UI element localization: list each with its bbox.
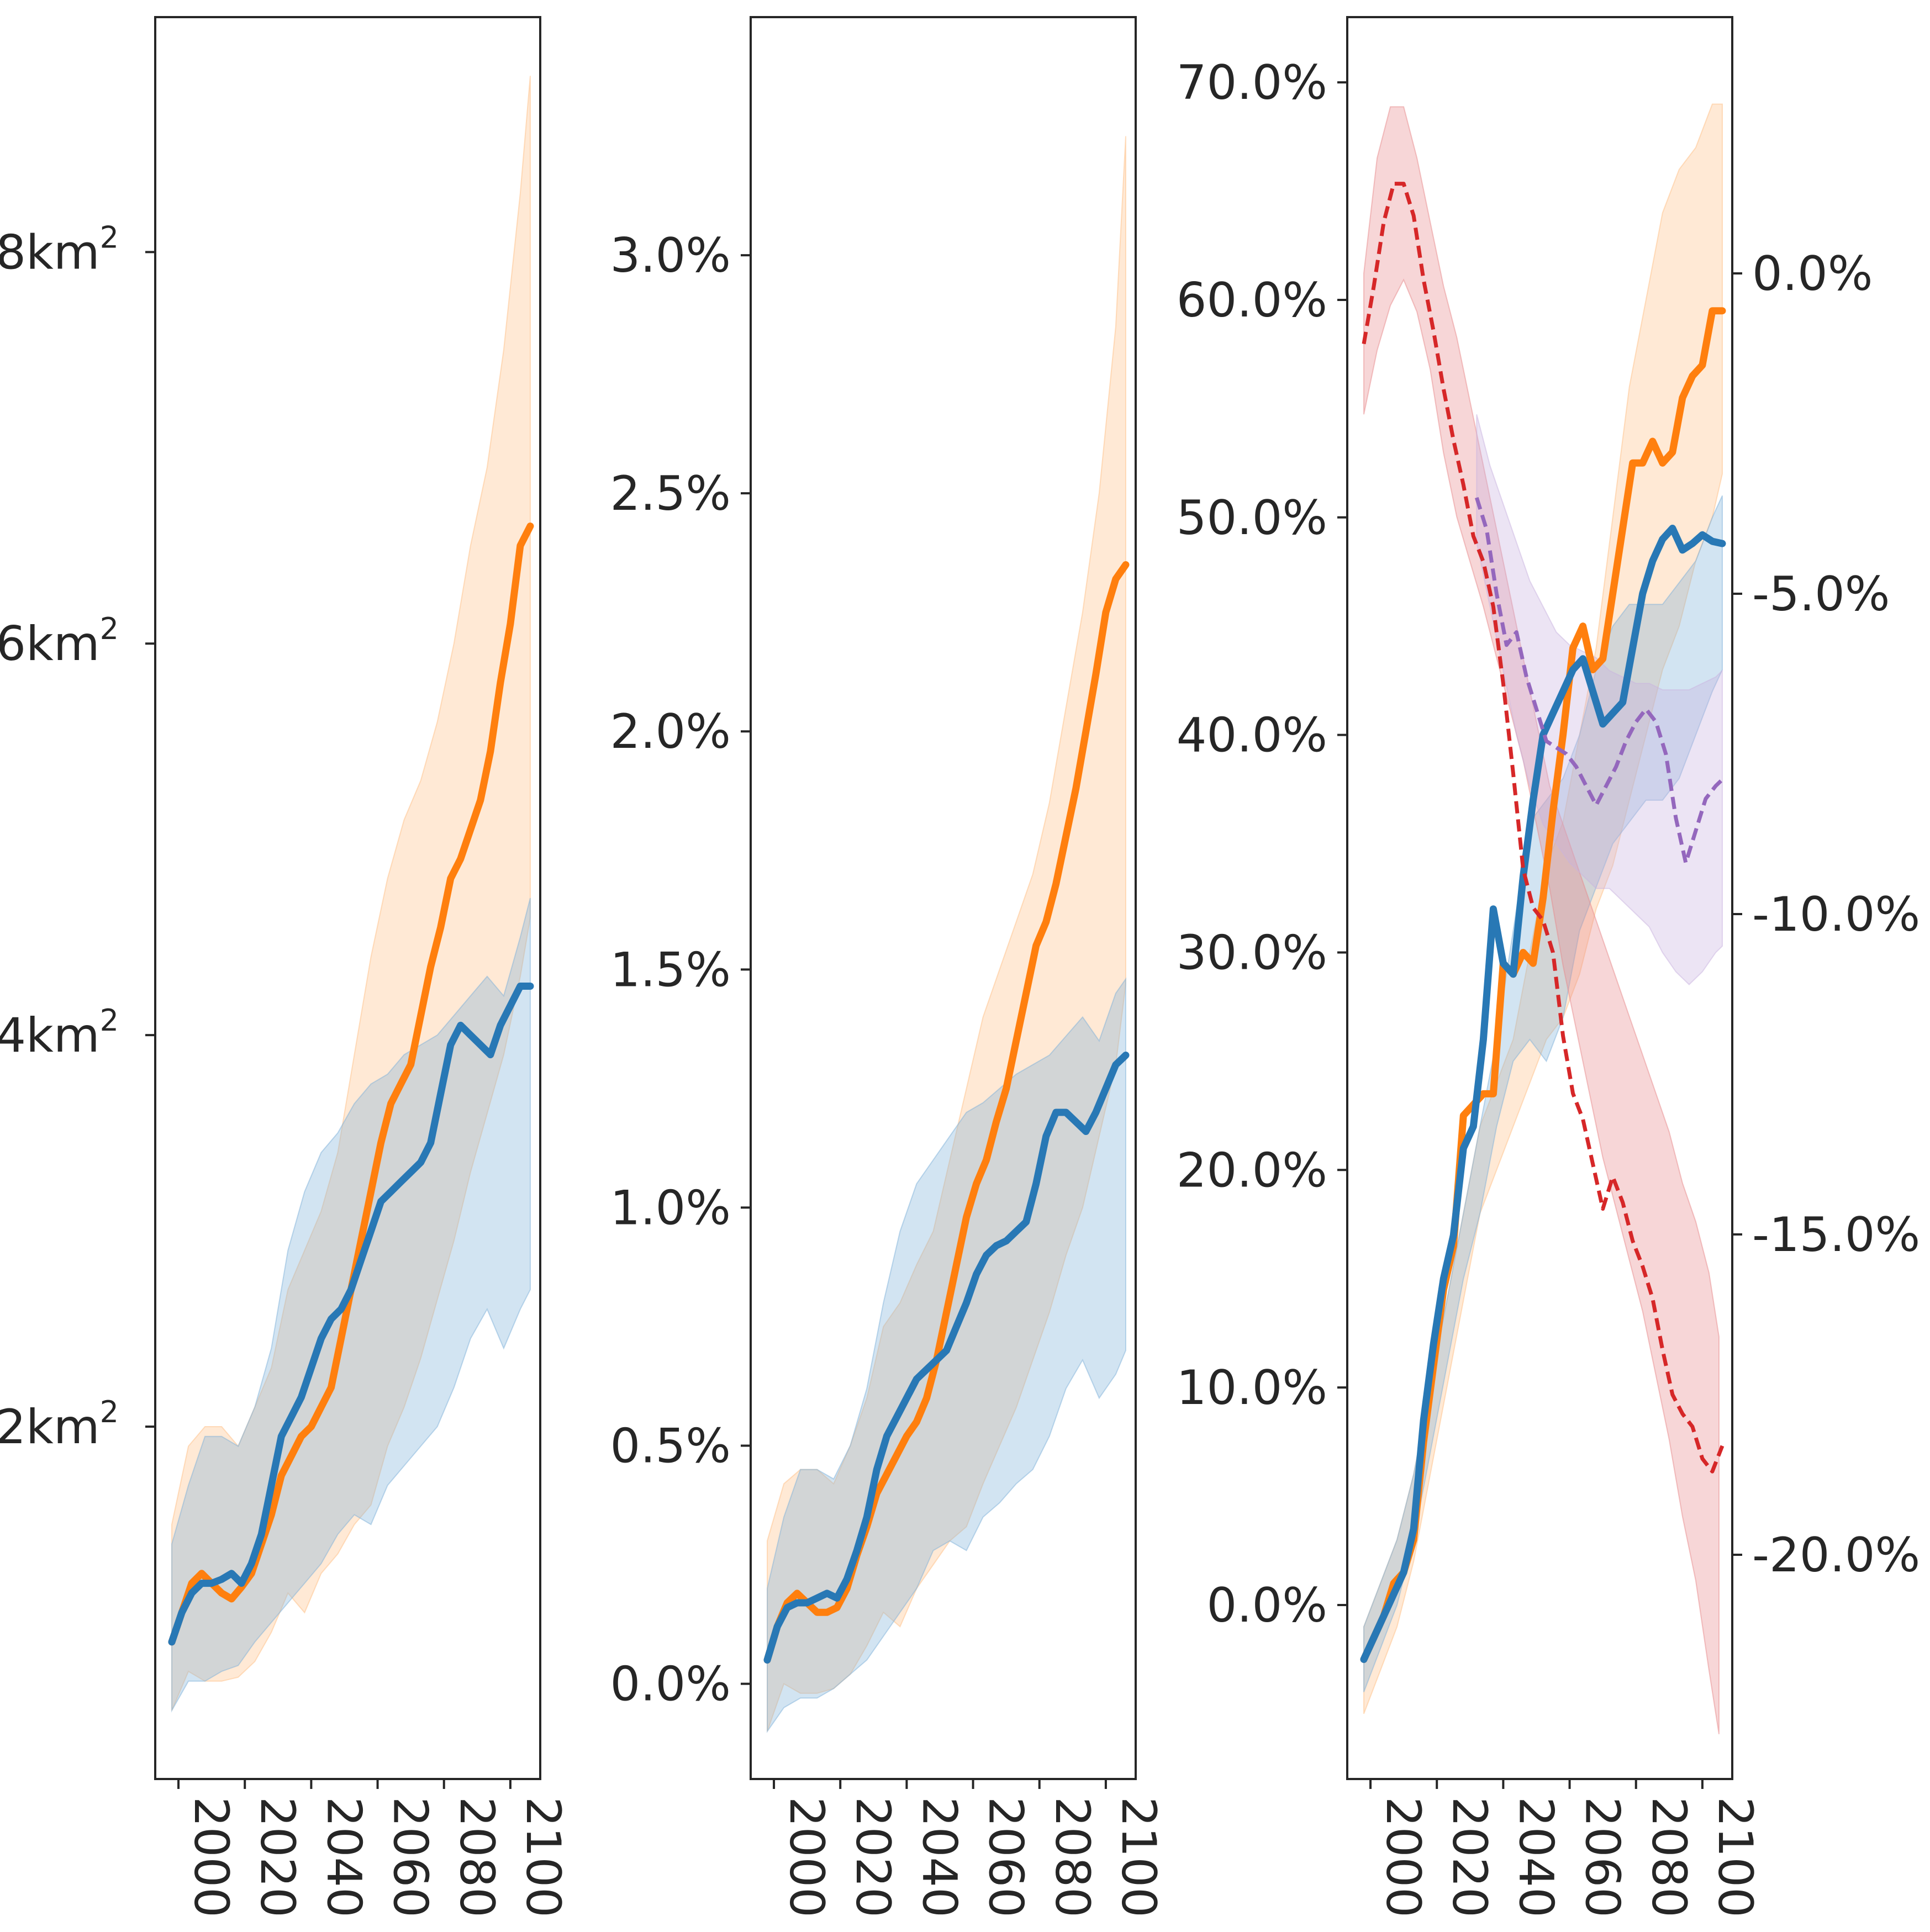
x-tick-label: 2000 [183,1797,239,1918]
y-right-tick-label: -20.0% [1752,1528,1920,1583]
x-tick-label: 2000 [1375,1797,1431,1918]
y-tick-label: 4km2 [0,1003,119,1063]
y-tick-label: 6km2 [0,611,119,672]
x-tick-label: 2060 [383,1797,438,1918]
y-tick-label: 2.0% [610,704,731,759]
y-right-tick-label: -10.0% [1752,887,1920,942]
y-tick-label: 2km2 [0,1395,119,1455]
x-tick-label: 2020 [845,1797,900,1918]
y-right-tick-label: -5.0% [1752,567,1890,622]
x-tick-label: 2060 [1575,1797,1630,1918]
y-right-tick-label: 0.0% [1752,246,1873,302]
purple-series-line [1474,497,1724,865]
panel-percent-small: 2000 2020 2040 2060 2080 2100 0.0% 0.5% 1.0% 1.5%… [610,16,1166,1918]
y-tick-label: 2.5% [610,466,731,521]
x-tick-label: 2020 [250,1797,305,1918]
panel-percent-dual-axis: 2000 2020 2040 2060 2080 2100 0.0% 10.0% 20.0% 30… [1177,16,1920,1918]
y-tick-label: 30.0% [1177,925,1327,980]
x-tick-label: 2040 [911,1797,967,1918]
axes-frame [154,16,541,1780]
y-tick-label: 50.0% [1177,490,1327,546]
y-tick-label: 60.0% [1177,273,1327,328]
blue-series-line [763,1052,1130,1664]
orange-series-line [763,561,1130,1664]
panel-area: 2000 2020 2040 2060 2080 2100 2km2 4km2 6km2 8km2 [0,16,571,1918]
y-tick-label: 0.0% [610,1657,731,1712]
x-tick-label: 2100 [1707,1797,1763,1918]
blue-series-line [1360,525,1726,1663]
axes-frame [750,16,1137,1780]
x-tick-label: 2080 [449,1797,504,1918]
y-tick-label: 3.0% [610,228,731,283]
y-tick-label: 1.0% [610,1180,731,1236]
x-tick-label: 2000 [779,1797,834,1918]
x-tick-label: 2100 [515,1797,571,1918]
x-tick-label: 2060 [978,1797,1033,1918]
y-tick-label: 20.0% [1177,1143,1327,1198]
blue-series-line [168,983,534,1646]
x-tick-label: 2020 [1442,1797,1497,1918]
x-tick-label: 2040 [316,1797,371,1918]
x-tick-label: 2100 [1111,1797,1166,1918]
y-tick-label: 0.0% [1207,1578,1328,1633]
blue-uncertainty-band [1363,495,1723,1692]
y-tick-label: 70.0% [1177,55,1327,110]
y-tick-label: 10.0% [1177,1360,1327,1416]
y-tick-label: 8km2 [0,220,119,280]
red-uncertainty-band [1363,106,1720,1734]
axes-frame [1346,16,1733,1780]
x-tick-label: 2080 [1641,1797,1696,1918]
y-tick-label: 1.5% [610,942,731,997]
y-tick-label: 40.0% [1177,708,1327,763]
x-tick-label: 2080 [1045,1797,1100,1918]
y-right-tick-label: -15.0% [1752,1207,1920,1263]
x-tick-label: 2040 [1508,1797,1563,1918]
y-tick-label: 0.5% [610,1418,731,1474]
